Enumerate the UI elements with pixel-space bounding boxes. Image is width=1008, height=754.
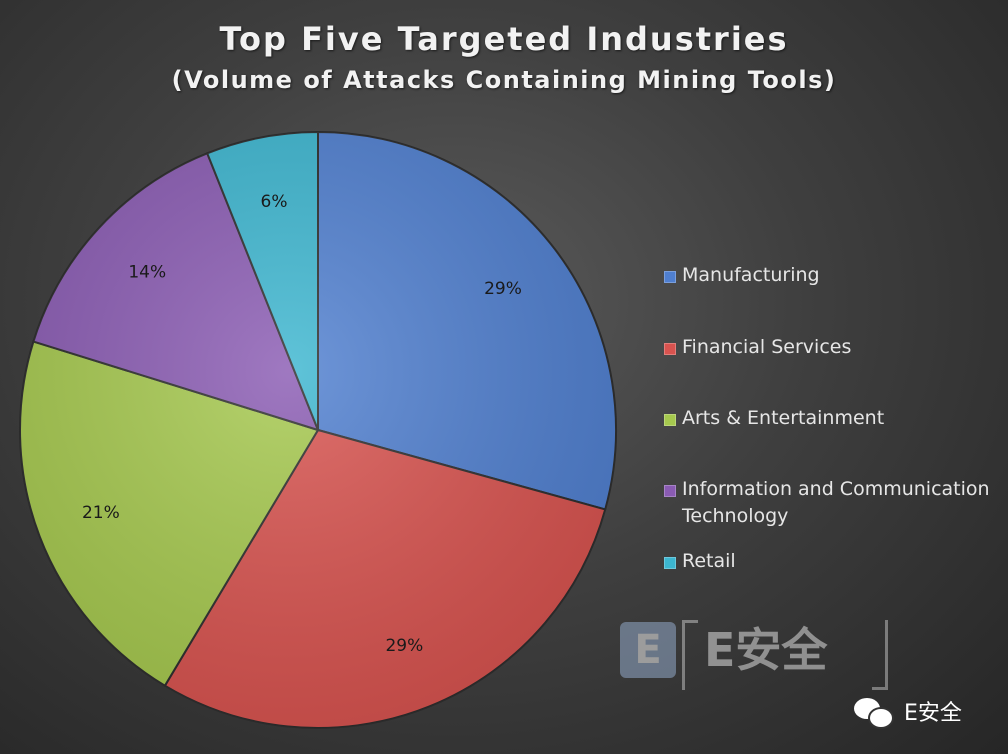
slice-label: 14% bbox=[128, 262, 166, 282]
legend-item: Arts & Entertainment bbox=[664, 405, 1004, 432]
chart-title: Top Five Targeted Industries bbox=[219, 20, 789, 58]
legend-item: Manufacturing bbox=[664, 262, 1004, 289]
legend-swatch bbox=[664, 414, 676, 426]
legend-swatch bbox=[664, 557, 676, 569]
legend-label: Financial Services bbox=[682, 336, 852, 358]
legend-item: Retail bbox=[664, 548, 1004, 575]
slice-label: 29% bbox=[385, 636, 423, 656]
legend-swatch bbox=[664, 343, 676, 355]
legend-label: Information and Communication Technology bbox=[682, 478, 990, 527]
slice-label: 21% bbox=[82, 503, 120, 523]
legend-label: Manufacturing bbox=[682, 264, 820, 286]
chart-subtitle: (Volume of Attacks Containing Mining Too… bbox=[171, 66, 837, 94]
credit-text: E安全 bbox=[904, 701, 962, 726]
watermark: E E安全 bbox=[620, 620, 880, 684]
legend-label: Retail bbox=[682, 550, 736, 572]
legend-swatch bbox=[664, 485, 676, 497]
source-credit: E安全 bbox=[854, 694, 962, 729]
slice-label: 29% bbox=[484, 279, 522, 299]
watermark-text: E安全 bbox=[704, 623, 828, 677]
watermark-logo: E bbox=[620, 622, 676, 678]
legend-item: Financial Services bbox=[664, 334, 1004, 361]
slice-label: 6% bbox=[261, 192, 288, 212]
legend-label: Arts & Entertainment bbox=[682, 407, 885, 429]
wechat-icon bbox=[854, 696, 894, 729]
legend-swatch bbox=[664, 271, 676, 283]
legend-item: Information and Communication Technology bbox=[664, 476, 1004, 530]
